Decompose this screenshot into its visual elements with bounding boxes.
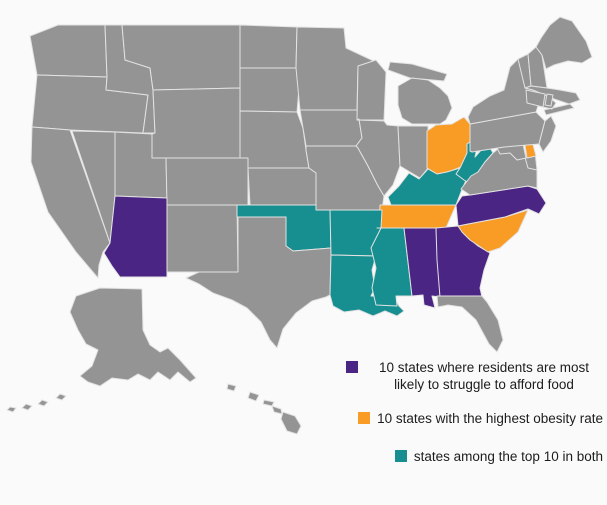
state-kentucky (387, 167, 468, 206)
legend-item-obesity: 10 states with the highest obesity rate (358, 410, 603, 427)
state-connecticut (525, 89, 546, 108)
legend-swatch-both (394, 450, 407, 462)
state-rhode-island (544, 93, 554, 107)
state-washington (29, 24, 108, 78)
state-nebraska (239, 110, 310, 169)
state-arizona (103, 195, 168, 278)
state-hawaii (226, 383, 302, 435)
state-north-dakota (239, 24, 298, 69)
state-north-carolina (455, 185, 547, 227)
state-colorado (165, 157, 249, 206)
states-layer (6, 16, 593, 435)
state-california (30, 126, 111, 279)
state-florida (436, 295, 504, 353)
state-wyoming (151, 87, 242, 159)
state-new-jersey (538, 115, 557, 153)
legend-swatch-struggle (346, 361, 358, 373)
state-maine (535, 16, 593, 70)
state-indiana (397, 125, 429, 179)
legend-label-obesity: 10 states with the highest obesity rate (377, 411, 603, 426)
state-illinois (355, 118, 401, 197)
state-south-dakota (239, 67, 301, 113)
state-alaska (6, 287, 197, 413)
state-texas (185, 216, 332, 349)
state-new-mexico (166, 204, 239, 273)
state-pennsylvania (469, 111, 546, 153)
legend-swatch-obesity (358, 412, 371, 424)
legend-item-both: states among the top 10 in both (394, 448, 603, 465)
legend-label-both: states among the top 10 in both (413, 449, 603, 464)
legend-item-struggle: 10 states where residents are most likel… (346, 359, 603, 394)
state-wisconsin (356, 59, 387, 121)
state-tennessee (378, 204, 457, 229)
state-iowa (299, 109, 363, 147)
state-kansas (247, 167, 317, 206)
legend-label-struggle: 10 states where residents are most likel… (378, 360, 590, 393)
state-michigan (387, 61, 453, 125)
